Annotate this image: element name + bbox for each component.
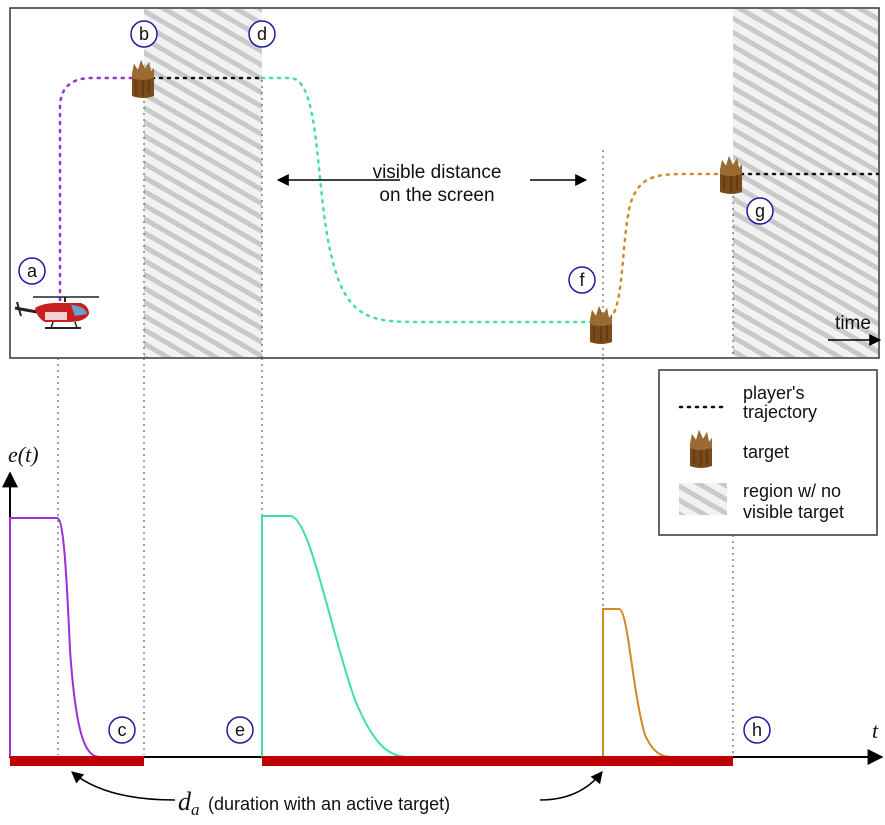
error-curve-f	[602, 608, 676, 758]
svg-text:d: d	[257, 24, 267, 44]
y-axis-label: e(t)	[8, 442, 39, 467]
error-curve-d	[261, 515, 411, 758]
legend-target-label: target	[743, 442, 789, 462]
legend: player's trajectory target region w/ no …	[658, 369, 878, 536]
duration-symbol: da	[178, 787, 200, 819]
legend-region-line2: visible target	[743, 502, 844, 522]
marker-g: g	[746, 197, 774, 225]
hatch-region-1	[144, 9, 262, 357]
svg-text:e: e	[235, 720, 245, 740]
svg-text:a: a	[27, 261, 38, 281]
marker-d: d	[248, 20, 276, 48]
marker-h: h	[743, 716, 771, 744]
svg-text:h: h	[752, 720, 762, 740]
marker-e: e	[226, 716, 254, 744]
x-axis-label: t	[872, 718, 879, 743]
legend-trajectory-line1: player's	[743, 383, 804, 403]
markers: a b c d e f g h	[18, 20, 774, 744]
player-trajectory	[58, 76, 880, 324]
active-target-bar-1	[10, 756, 144, 766]
error-curve-a	[9, 517, 101, 758]
legend-region-line1: region w/ no	[743, 481, 841, 501]
helicopter-icon	[14, 296, 99, 329]
marker-f: f	[568, 266, 596, 294]
svg-text:g: g	[755, 201, 765, 221]
marker-a: a	[18, 257, 46, 285]
trajectory-segment-f	[601, 172, 735, 324]
time-label: time	[835, 313, 871, 334]
trajectory-segment-a	[58, 76, 146, 302]
svg-text:f: f	[579, 270, 585, 290]
legend-trajectory-line2: trajectory	[743, 402, 817, 422]
bottom-panel: e(t) t da (duration with an active targe…	[2, 358, 884, 819]
active-target-bar-2	[262, 756, 733, 766]
duration-subscript: a	[191, 800, 200, 819]
svg-text:b: b	[139, 24, 149, 44]
marker-c: c	[108, 716, 136, 744]
duration-text: (duration with an active target)	[208, 794, 450, 814]
top-panel: visible distance on the screen time	[9, 7, 882, 359]
visible-distance-label-line2: on the screen	[379, 185, 494, 206]
marker-b: b	[130, 20, 158, 48]
trajectory-segment-d	[260, 76, 605, 324]
visible-distance-label-line1: visible distance	[373, 162, 502, 183]
hatch-region-2	[733, 9, 878, 357]
svg-text:c: c	[118, 720, 127, 740]
legend-hatch-swatch	[679, 483, 727, 515]
